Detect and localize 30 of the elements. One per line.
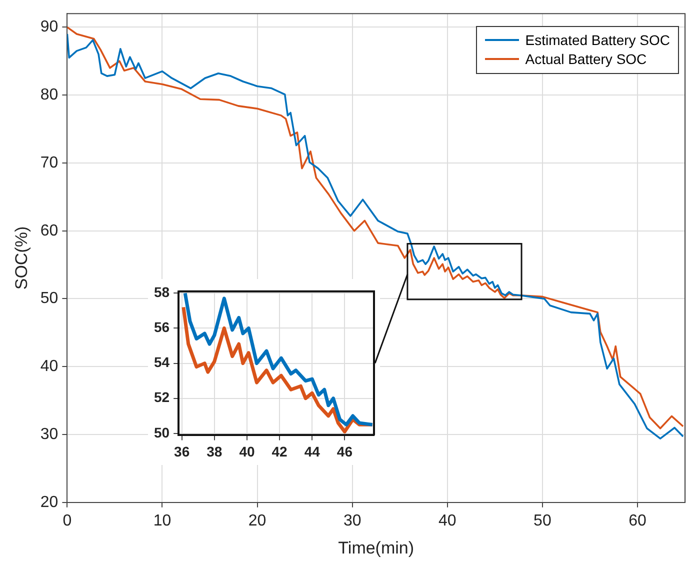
- x-tick-label: 30: [343, 512, 362, 530]
- legend-label: Actual Battery SOC: [525, 50, 647, 69]
- x-tick-label: 50: [534, 512, 552, 530]
- x-tick-label: 42: [272, 443, 288, 460]
- x-tick-label: 10: [153, 512, 172, 530]
- y-tick-label: 20: [40, 494, 58, 511]
- y-tick-label: 50: [154, 424, 170, 440]
- x-tick-label: 46: [336, 443, 353, 460]
- x-tick-label: 36: [174, 443, 190, 460]
- x-tick-label: 20: [248, 512, 266, 530]
- y-tick-label: 50: [40, 290, 58, 308]
- y-tick-label: 90: [40, 18, 58, 36]
- y-tick-label: 40: [40, 358, 58, 376]
- legend-label: Estimated Battery SOC: [525, 30, 670, 50]
- y-tick-label: 80: [40, 86, 58, 104]
- x-axis-title: Time(min): [338, 538, 414, 558]
- x-tick-label: 60: [628, 512, 646, 530]
- y-axis-title: SOC(%): [12, 226, 31, 290]
- y-tick-label: 30: [40, 426, 58, 443]
- x-tick-label: 44: [304, 443, 320, 460]
- x-tick-label: 40: [239, 443, 255, 460]
- x-tick-label: 38: [206, 443, 222, 460]
- y-tick-label: 54: [154, 354, 170, 370]
- y-tick-label: 70: [40, 154, 58, 172]
- x-tick-label: 40: [438, 512, 456, 530]
- y-tick-label: 56: [154, 319, 170, 336]
- y-tick-label: 52: [154, 389, 170, 406]
- y-tick-label: 58: [154, 284, 170, 300]
- y-tick-label: 60: [40, 222, 58, 240]
- x-tick-label: 0: [62, 512, 72, 530]
